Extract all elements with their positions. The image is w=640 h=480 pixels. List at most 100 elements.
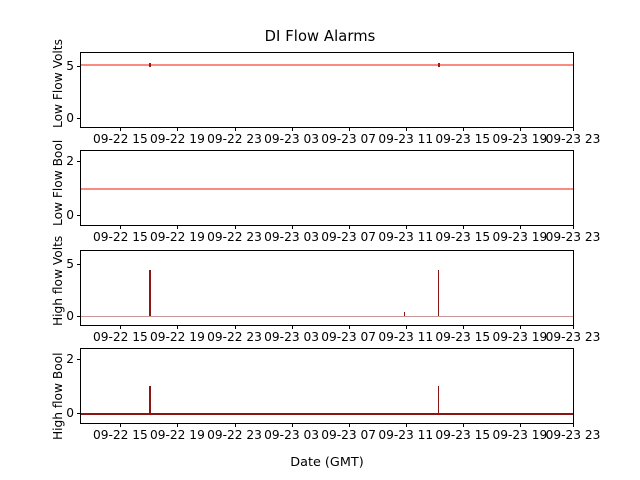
x-tick-label: 09-23 15 xyxy=(435,428,491,442)
series-spike xyxy=(403,311,406,316)
x-tick-label: 09-23 11 xyxy=(378,132,434,146)
x-tick xyxy=(573,225,575,230)
subplot-high-flow-bool: 0 2 09-22 15 09-22 19 09-22 23 09-23 03 09-23 … xyxy=(66,348,600,441)
x-tick xyxy=(348,325,350,330)
x-tick xyxy=(177,423,179,428)
y-tick xyxy=(76,413,81,415)
plot-area-3 xyxy=(81,349,573,423)
x-tick xyxy=(120,225,122,230)
x-tick xyxy=(573,127,575,132)
y-tick xyxy=(76,160,81,162)
x-tick xyxy=(462,325,464,330)
x-tick-label: 09-23 23 xyxy=(545,230,601,244)
y-tick-label: 5 xyxy=(66,58,74,73)
y-tick xyxy=(76,215,81,217)
x-tick xyxy=(519,225,521,230)
x-tick xyxy=(348,127,350,132)
series-spike xyxy=(437,386,440,414)
x-tick xyxy=(348,423,350,428)
x-tick xyxy=(291,225,293,230)
x-tick-label: 09-22 19 xyxy=(150,132,205,146)
x-tick-label: 09-23 07 xyxy=(321,428,377,442)
y-tick-label: 5 xyxy=(66,256,74,271)
x-tick-label: 09-23 23 xyxy=(545,330,601,344)
x-tick-label: 09-22 23 xyxy=(207,428,262,442)
x-tick xyxy=(234,225,236,230)
y-tick-label: 0 xyxy=(66,308,74,323)
y-tick-label: 0 xyxy=(66,110,74,125)
x-tick xyxy=(462,127,464,132)
x-tick-label: 09-22 23 xyxy=(207,330,262,344)
x-tick xyxy=(291,423,293,428)
series-baseline xyxy=(81,315,573,318)
subplot-low-flow-volts: 0 5 09-22 15 09-22 19 09-22 23 09-23 03 09-23 … xyxy=(66,52,600,145)
x-tick xyxy=(405,325,407,330)
x-tick-label: 09-23 15 xyxy=(435,230,491,244)
x-tick-label: 09-23 19 xyxy=(492,428,548,442)
subplot-high-flow-volts: 0 5 09-22 15 09-22 19 09-22 23 09-23 03 09-23 … xyxy=(66,250,600,343)
plot-area-0 xyxy=(81,53,573,127)
x-tick-label: 09-23 11 xyxy=(378,230,434,244)
y-axis-label-1: Low Flow Bool xyxy=(51,139,65,226)
x-tick-label: 09-22 19 xyxy=(150,230,205,244)
y-tick xyxy=(76,117,81,119)
x-tick xyxy=(177,325,179,330)
x-tick xyxy=(291,127,293,132)
x-tick-label: 09-23 19 xyxy=(492,330,548,344)
x-tick-label: 09-22 23 xyxy=(207,132,262,146)
x-tick-label: 09-23 03 xyxy=(264,428,319,442)
y-tick xyxy=(76,263,81,265)
x-tick xyxy=(291,325,293,330)
series-dip xyxy=(437,63,440,68)
x-tick-label: 09-22 19 xyxy=(150,330,205,344)
x-tick xyxy=(234,423,236,428)
x-tick xyxy=(405,423,407,428)
x-tick-label: 09-23 03 xyxy=(264,132,319,146)
x-tick-label: 09-22 19 xyxy=(150,428,205,442)
x-tick-label: 09-22 23 xyxy=(207,230,262,244)
x-tick-label: 09-23 19 xyxy=(492,230,548,244)
plot-area-1 xyxy=(81,151,573,225)
x-tick xyxy=(120,325,122,330)
x-tick xyxy=(120,423,122,428)
x-tick xyxy=(234,127,236,132)
series-dip xyxy=(148,63,152,68)
x-tick xyxy=(519,423,521,428)
series-spike xyxy=(148,269,151,316)
x-tick-label: 09-23 11 xyxy=(378,330,434,344)
y-tick xyxy=(76,65,81,67)
y-axis-label-2: High flow Volts xyxy=(51,235,65,326)
x-tick xyxy=(519,325,521,330)
y-tick xyxy=(76,315,81,317)
x-tick-label: 09-23 07 xyxy=(321,330,377,344)
x-tick-label: 09-23 19 xyxy=(492,132,548,146)
x-tick-label: 09-23 11 xyxy=(378,428,434,442)
x-tick-label: 09-23 07 xyxy=(321,132,377,146)
x-tick-label: 09-22 15 xyxy=(92,428,148,442)
x-tick xyxy=(573,325,575,330)
chart-title: DI Flow Alarms xyxy=(264,28,376,45)
x-tick-label: 09-22 15 xyxy=(92,132,148,146)
x-tick xyxy=(120,127,122,132)
y-tick-label: 2 xyxy=(66,351,74,366)
y-tick-label: 2 xyxy=(66,153,74,168)
x-tick xyxy=(462,423,464,428)
x-tick-label: 09-23 15 xyxy=(435,132,491,146)
x-tick-label: 09-23 03 xyxy=(264,330,319,344)
x-tick-label: 09-23 07 xyxy=(321,230,377,244)
x-tick-label: 09-23 23 xyxy=(545,132,601,146)
series-baseline xyxy=(81,188,573,190)
x-tick-label: 09-22 15 xyxy=(92,330,148,344)
x-tick-label: 09-23 03 xyxy=(264,230,319,244)
x-tick xyxy=(462,225,464,230)
series-spike xyxy=(437,269,440,316)
plot-area-2 xyxy=(81,251,573,325)
x-tick xyxy=(348,225,350,230)
x-tick-label: 09-23 23 xyxy=(545,428,601,442)
series-spike xyxy=(148,386,151,414)
y-tick-label: 0 xyxy=(66,406,74,421)
y-axis-label-3: High flow Bool xyxy=(51,352,65,440)
x-tick xyxy=(573,423,575,428)
x-tick-label: 09-22 15 xyxy=(92,230,148,244)
